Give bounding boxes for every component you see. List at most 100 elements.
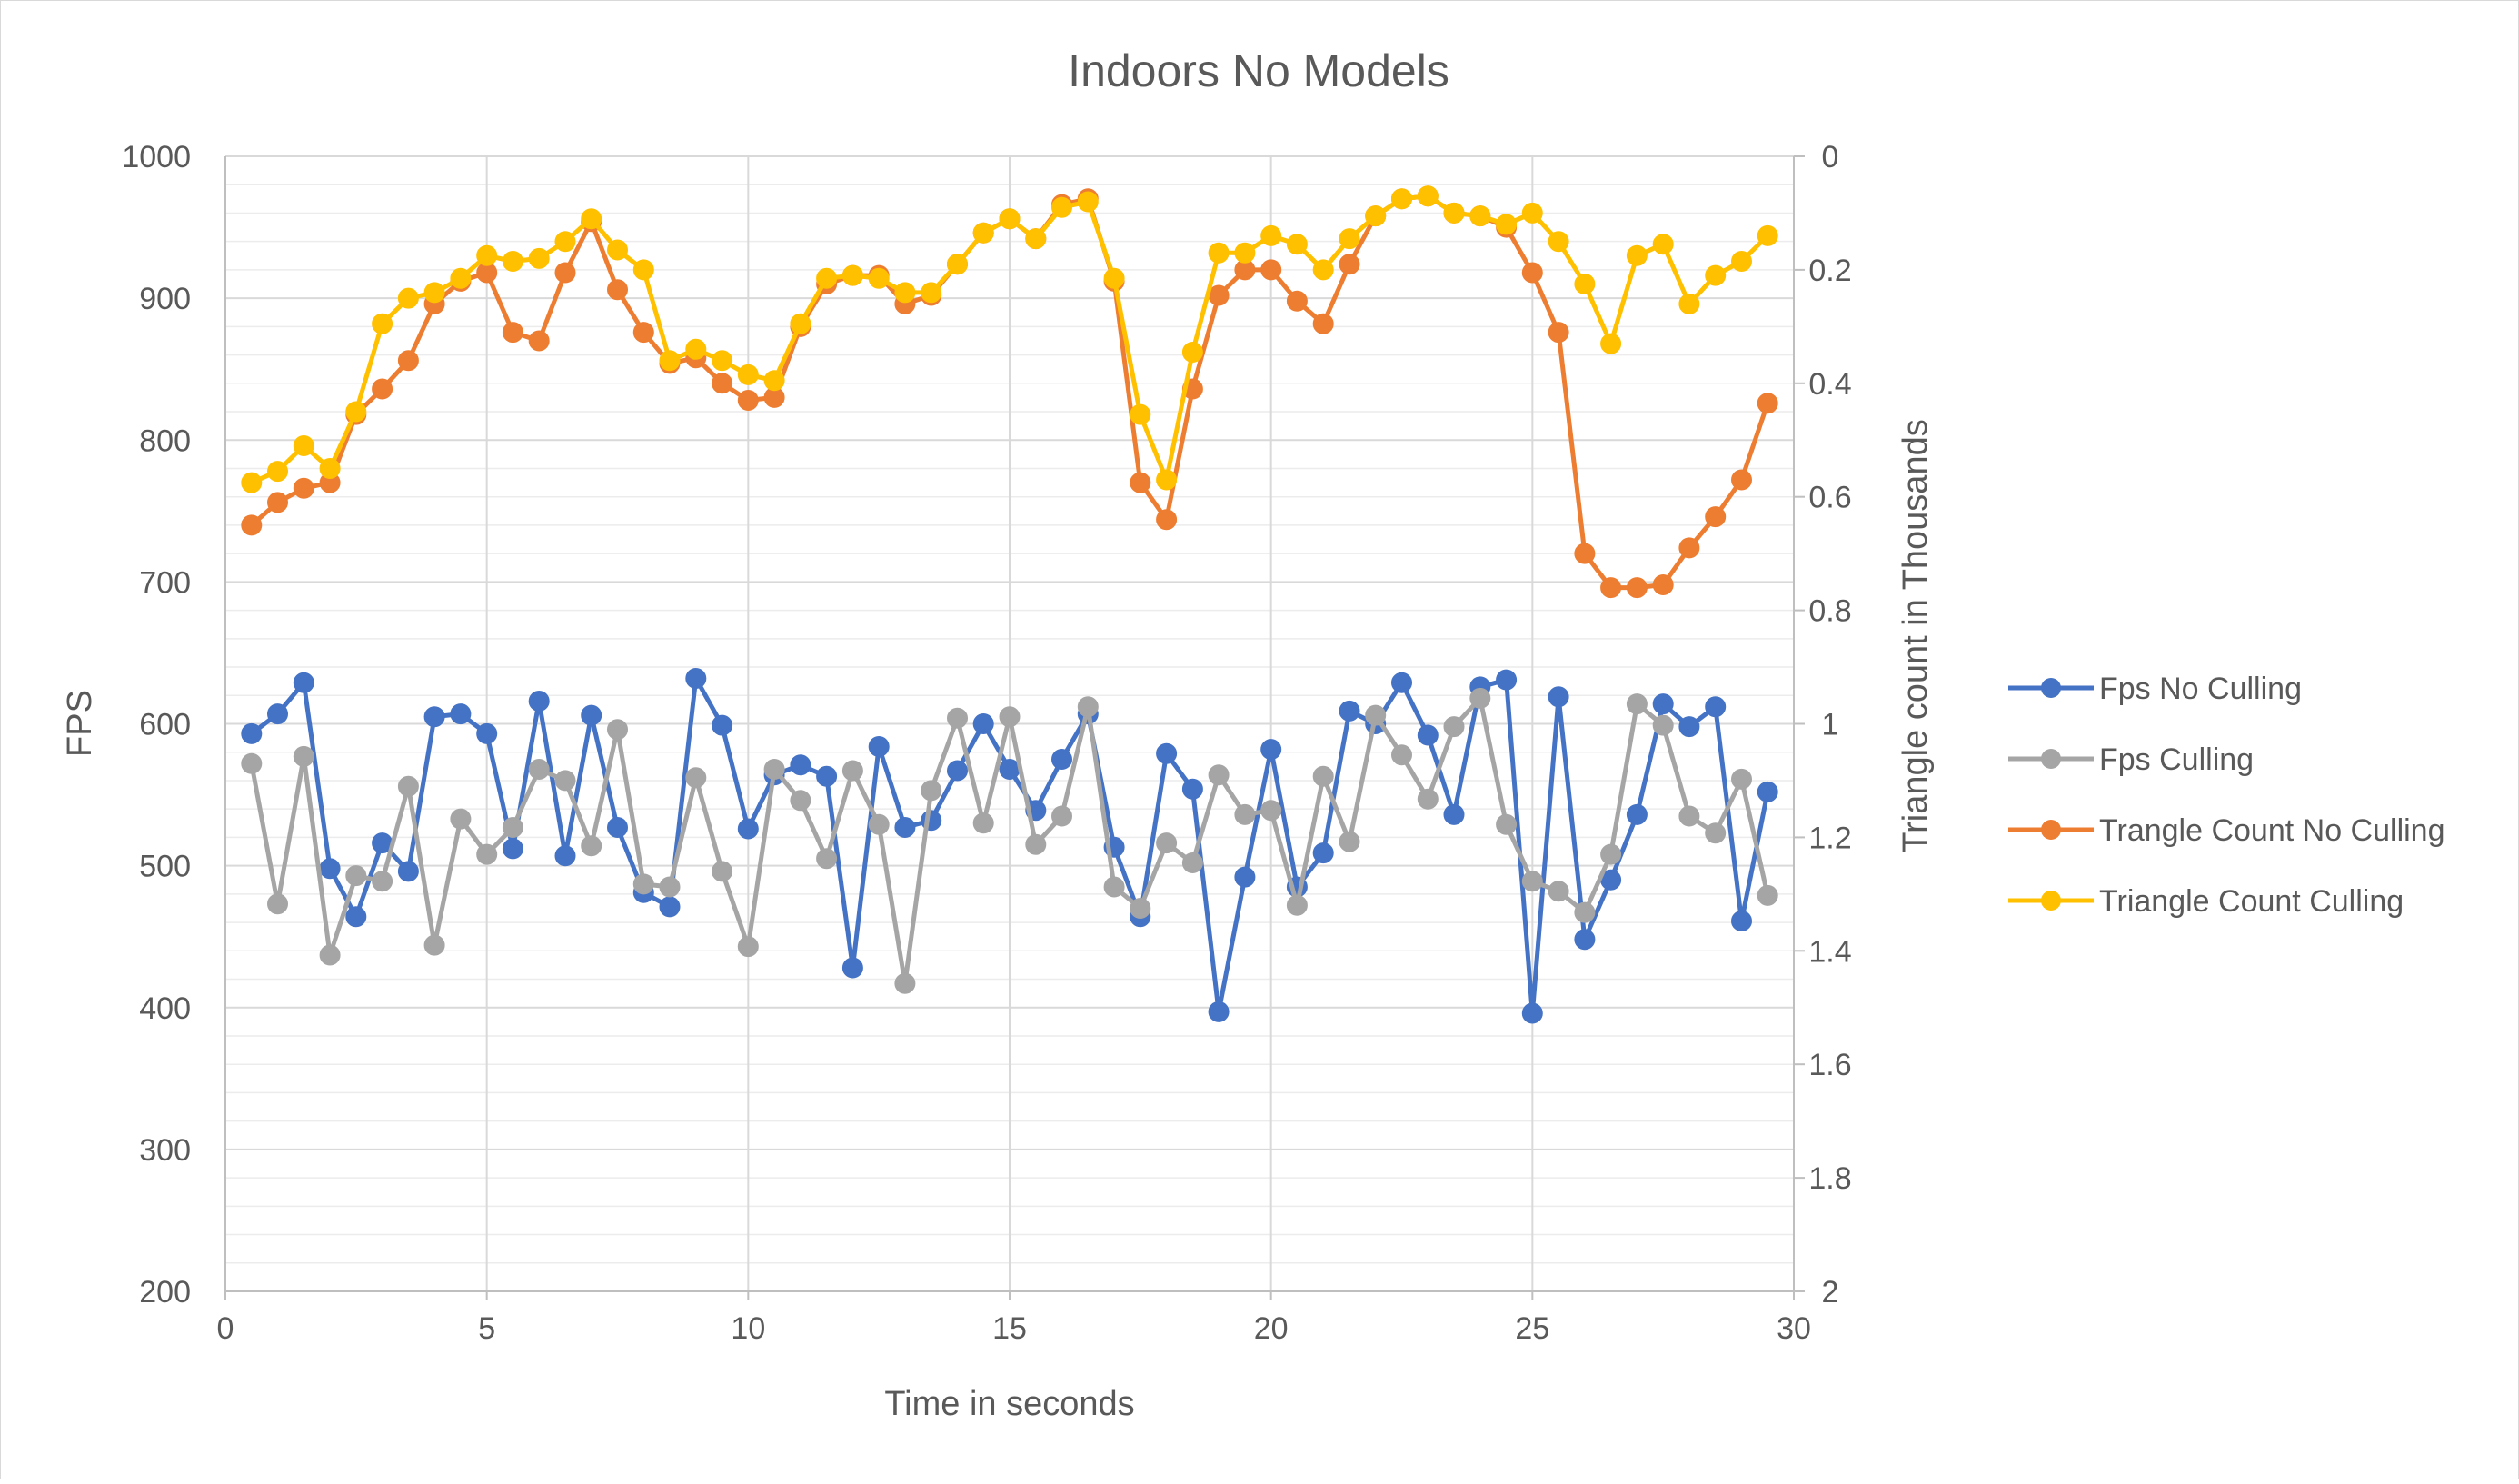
data-point	[1574, 543, 1596, 564]
data-point	[1705, 822, 1727, 844]
series-triangle-count-culling	[241, 185, 1778, 493]
data-point	[1312, 842, 1334, 864]
y2-tick-label: 1.2	[1808, 821, 1851, 855]
data-point	[685, 668, 707, 689]
data-point	[685, 338, 707, 360]
data-point	[1757, 224, 1778, 246]
y2-tick-label: 1.8	[1808, 1161, 1851, 1196]
series-fps-culling	[241, 687, 1778, 994]
data-point	[293, 477, 314, 499]
axes	[224, 155, 1805, 1300]
data-point	[554, 845, 576, 867]
data-point	[450, 703, 472, 725]
data-point	[921, 780, 942, 802]
data-point	[502, 838, 523, 860]
y-tick-label: 500	[139, 850, 191, 884]
data-point	[581, 835, 602, 857]
data-point	[607, 239, 628, 261]
data-point	[816, 267, 838, 289]
legend-label: Trangle Count No Culling	[2099, 813, 2445, 848]
data-point	[1130, 472, 1151, 493]
data-point	[1156, 469, 1178, 491]
data-point	[372, 378, 393, 400]
data-point	[319, 944, 341, 966]
legend-swatch-marker	[2041, 749, 2061, 769]
data-point	[397, 861, 419, 882]
data-point	[1496, 214, 1518, 235]
data-point	[319, 858, 341, 880]
data-point	[1574, 901, 1596, 923]
data-point	[1156, 832, 1178, 854]
data-point	[894, 817, 916, 838]
data-point	[1757, 884, 1778, 906]
data-point	[267, 461, 288, 483]
data-point	[502, 817, 523, 838]
data-point	[1312, 765, 1334, 787]
legend-swatch-marker	[2041, 820, 2061, 840]
data-point	[607, 817, 628, 838]
data-point	[1181, 342, 1203, 363]
data-point	[972, 713, 994, 734]
data-point	[1731, 911, 1752, 931]
x-tick-label: 5	[478, 1311, 495, 1346]
x-tick-label: 10	[731, 1311, 765, 1346]
y-tick-label: 300	[139, 1133, 191, 1168]
data-point	[712, 861, 733, 882]
data-point	[816, 765, 838, 787]
data-point	[1678, 805, 1700, 827]
data-point	[790, 754, 811, 776]
data-point	[1496, 669, 1518, 691]
data-point	[1600, 843, 1622, 865]
data-point	[1521, 262, 1543, 284]
data-point	[423, 934, 445, 956]
data-point	[1365, 704, 1387, 726]
data-point	[685, 767, 707, 789]
legend-label: Fps Culling	[2099, 742, 2254, 777]
data-point	[1600, 333, 1622, 354]
data-point	[763, 759, 785, 780]
data-point	[528, 330, 550, 352]
data-point	[1156, 509, 1178, 531]
data-point	[1678, 716, 1700, 738]
data-point	[1286, 234, 1308, 255]
data-point	[1521, 202, 1543, 224]
data-point	[1652, 693, 1674, 715]
data-point	[1077, 191, 1099, 213]
data-point	[1181, 852, 1203, 873]
data-point	[1417, 185, 1439, 207]
series-layer	[241, 185, 1778, 1024]
data-point	[841, 760, 863, 782]
data-point	[554, 262, 576, 284]
data-point	[1391, 188, 1412, 210]
data-point	[1051, 196, 1072, 218]
data-point	[345, 906, 367, 928]
data-point	[1339, 228, 1360, 250]
data-point	[1051, 805, 1072, 827]
data-point	[1156, 742, 1178, 764]
y2-tick-label: 1.6	[1808, 1048, 1851, 1082]
y-axis-label: FPS	[61, 690, 99, 757]
data-point	[1443, 716, 1465, 738]
data-point	[1077, 696, 1099, 718]
data-point	[476, 722, 498, 744]
data-point	[372, 871, 393, 892]
data-point	[1705, 264, 1727, 286]
data-point	[1626, 244, 1648, 266]
y2-tick-label: 1.4	[1808, 934, 1851, 969]
data-point	[397, 350, 419, 372]
x-tick-label: 0	[217, 1311, 234, 1346]
legend: Fps No Culling Fps Culling Trangle Count N…	[2008, 672, 2445, 919]
data-point	[737, 390, 759, 411]
data-point	[972, 222, 994, 244]
data-point	[1521, 1002, 1543, 1024]
data-point	[632, 322, 654, 344]
data-point	[267, 492, 288, 513]
data-point	[581, 208, 602, 230]
data-point	[267, 893, 288, 915]
x-tick-label: 25	[1515, 1311, 1549, 1346]
data-point	[1731, 768, 1752, 790]
data-point	[607, 279, 628, 301]
data-point	[1757, 781, 1778, 802]
data-point	[1051, 749, 1072, 770]
